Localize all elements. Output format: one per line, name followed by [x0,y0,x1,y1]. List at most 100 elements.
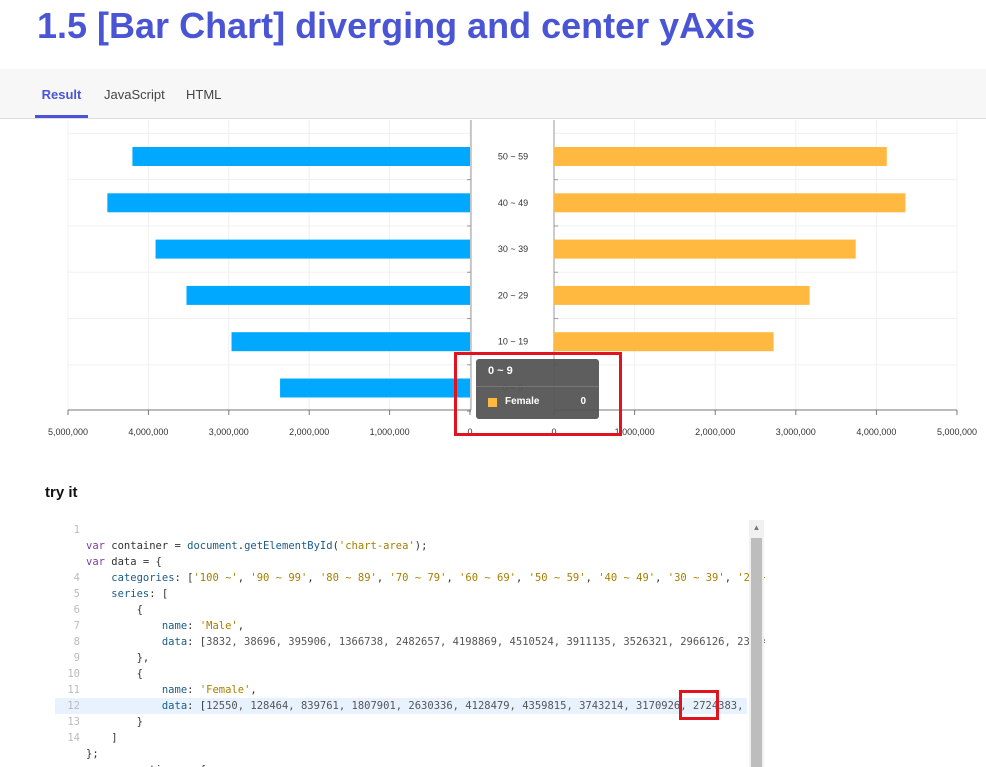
code-token: : [ [187,700,207,712]
code-token: container = [104,540,188,552]
code-token: data = { [104,556,162,568]
diverging-bar-chart: 50 ~ 59 40 ~ 49 30 ~ 39 20 ~ 29 10 ~ 19 0 ~ 9… [48,120,977,437]
bar-female [554,193,906,213]
x-tick-label: 3,000,000 [209,427,249,437]
code-line[interactable]: 1 [55,522,747,538]
code-line[interactable]: 5 series: [ [55,586,747,602]
code-token: data [161,636,188,648]
code-token: '30 ~ 39' [667,572,725,584]
code-token: '90 ~ 99' [250,572,308,584]
code-line[interactable]: 13 } [55,714,747,730]
code-token: : [ [149,588,169,600]
code-line[interactable]: }; [55,746,747,762]
code-token: ( [332,540,339,552]
tooltip-legend-swatch [488,398,497,407]
line-number: 11 [67,684,80,696]
code-token: 12550, 128464, 839761, 1807901, 2630336,… [206,700,757,712]
code-token: } [86,716,143,728]
code-scrollbar[interactable]: ▲ [749,520,764,767]
code-token: : [ [187,636,207,648]
tab-result[interactable]: Result [35,69,88,118]
code-token: '40 ~ 49' [598,572,656,584]
code-token: , [585,572,599,584]
code-line[interactable]: 4 categories: ['100 ~', '90 ~ 99', '80 ~… [55,570,765,586]
code-token: }, [86,652,150,664]
code-token [86,684,162,696]
tooltip-divider [476,386,599,387]
x-tick-label: 3,000,000 [776,427,816,437]
code-token: , [237,620,245,632]
code-token: }; [86,748,99,760]
code-token: options = { [130,764,207,767]
code-token: '100 ~' [193,572,238,584]
code-token: '80 ~ 89' [319,572,377,584]
code-line[interactable]: 12 data: [12550, 128464, 839761, 1807901… [55,698,762,714]
code-line[interactable]: 14 ] [55,730,747,746]
scrollbar-thumb[interactable] [751,538,762,767]
code-token [86,700,162,712]
line-number: 14 [67,732,80,744]
tab-bar: Result JavaScript HTML [0,69,986,119]
line-number: 9 [73,652,80,664]
line-number: 4 [73,572,80,584]
line-number: 12 [67,700,80,712]
code-token: 'chart-area' [338,540,415,552]
category-label: 10 ~ 19 [498,337,528,347]
code-token: , [237,572,251,584]
x-tick-label: 4,000,000 [856,427,896,437]
x-tick-label: 0 [467,427,472,437]
bar-male [186,285,470,305]
code-token: name [161,620,188,632]
code-token: 'Male' [199,620,238,632]
code-token: , [250,684,257,696]
code-line[interactable]: 11 name: 'Female', [55,682,747,698]
code-token: name [161,684,188,696]
code-line[interactable]: 6 { [55,602,747,618]
code-token: , [516,572,529,584]
tooltip-series-value: 0 [580,396,586,407]
tab-html[interactable]: HTML [186,87,222,102]
chart-area: 50 ~ 59 40 ~ 49 30 ~ 39 20 ~ 29 10 ~ 19 0 ~ 9… [0,120,986,450]
x-tick-label: 5,000,000 [48,427,88,437]
line-number: 13 [67,716,80,728]
bar-female [554,285,810,305]
code-token: . [237,540,245,552]
x-tick-label: 0 [551,427,556,437]
tab-javascript[interactable]: JavaScript [104,87,165,102]
tooltip-category: 0 ~ 9 [488,365,513,377]
bar-male [107,193,470,213]
code-token: : [187,620,200,632]
bar-female [554,239,856,259]
x-tick-label: 1,000,000 [615,427,655,437]
code-token: : [187,684,200,696]
line-number: 8 [73,636,80,648]
scroll-up-arrow-icon[interactable]: ▲ [752,523,761,532]
tooltip-series-name: Female [505,396,540,407]
line-number: 10 [67,668,80,680]
x-tick-label: 1,000,000 [370,427,410,437]
page-title: 1.5 [Bar Chart] diverging and center yAx… [37,5,756,46]
bar-female [554,147,887,166]
bar-male [231,332,470,352]
code-line[interactable]: var data = { [55,554,747,570]
code-line[interactable]: 9 }, [55,650,747,666]
category-label: 40 ~ 49 [498,198,528,208]
code-line[interactable]: 8 data: [3832, 38696, 395906, 1366738, 2… [55,634,765,650]
code-token: , [655,572,668,584]
code-token: , [446,572,460,584]
code-token: , [307,572,320,584]
code-token: document [187,540,238,552]
code-editor[interactable]: 1 var container = document.getElementById… [55,520,765,767]
code-line[interactable]: 10 { [55,666,747,682]
code-token: '50 ~ 59' [528,572,586,584]
code-token: : [ [174,572,194,584]
code-line[interactable]: 7 name: 'Male', [55,618,747,634]
code-token [86,588,111,600]
code-line[interactable]: var options = { [55,762,747,767]
code-token: ); [414,540,428,552]
try-it-heading: try it [45,484,78,501]
code-line[interactable]: var container = document.getElementById(… [55,538,747,554]
code-token: { [86,668,143,680]
code-token: { [86,604,143,616]
category-label: 20 ~ 29 [498,290,528,300]
